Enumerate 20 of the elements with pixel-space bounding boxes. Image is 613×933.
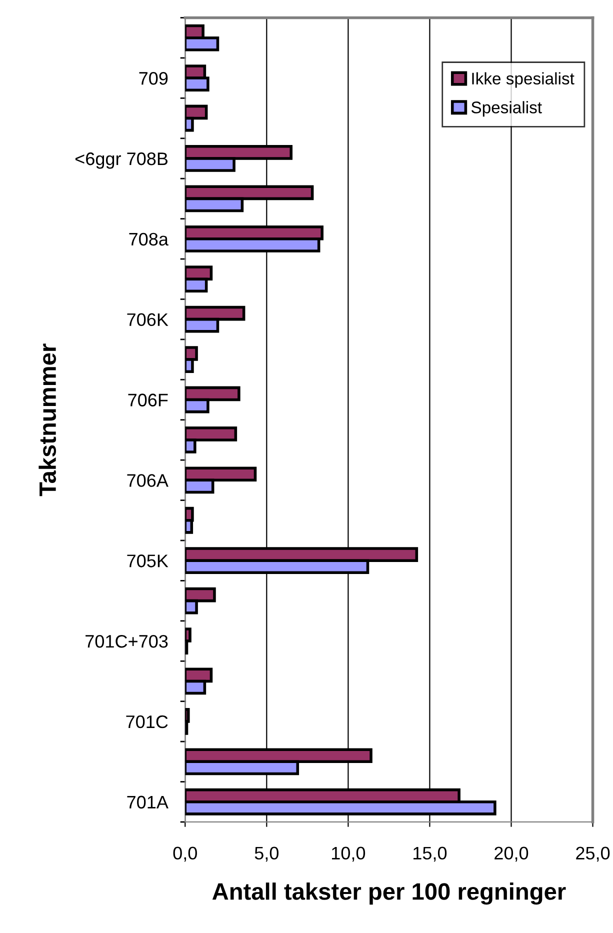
- x-tick-label: 15,0: [414, 846, 447, 862]
- y-tick-label: <6ggr 708B: [75, 152, 168, 169]
- x-axis-title: Antall takster per 100 regninger: [212, 882, 566, 905]
- y-tick-label: 701C+703: [86, 634, 168, 648]
- y-tick-label: 709: [139, 72, 168, 85]
- x-tick-label: 0,0: [173, 846, 197, 862]
- x-tick-label: 20,0: [494, 846, 528, 862]
- x-tick-label: 10,0: [332, 846, 366, 862]
- y-tick-label: 708a: [129, 232, 168, 246]
- y-tick-label: 706K: [127, 313, 168, 326]
- y-tick-label: 705K: [127, 554, 168, 568]
- x-tick-label: 25,0: [576, 846, 610, 862]
- y-tick-label: 706A: [127, 474, 168, 487]
- y-tick-label: 706F: [128, 394, 168, 406]
- y-axis-title: Takstnummer: [38, 344, 56, 496]
- x-tick-label: 5,0: [254, 846, 278, 862]
- legend-label: Ikke spesialist: [472, 72, 574, 88]
- legend-label: Spesialist: [471, 101, 542, 117]
- y-tick-label: 701C: [126, 715, 168, 728]
- y-tick-label: 701A: [127, 796, 168, 809]
